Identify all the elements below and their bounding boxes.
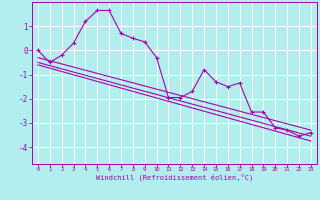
X-axis label: Windchill (Refroidissement éolien,°C): Windchill (Refroidissement éolien,°C) [96,174,253,181]
